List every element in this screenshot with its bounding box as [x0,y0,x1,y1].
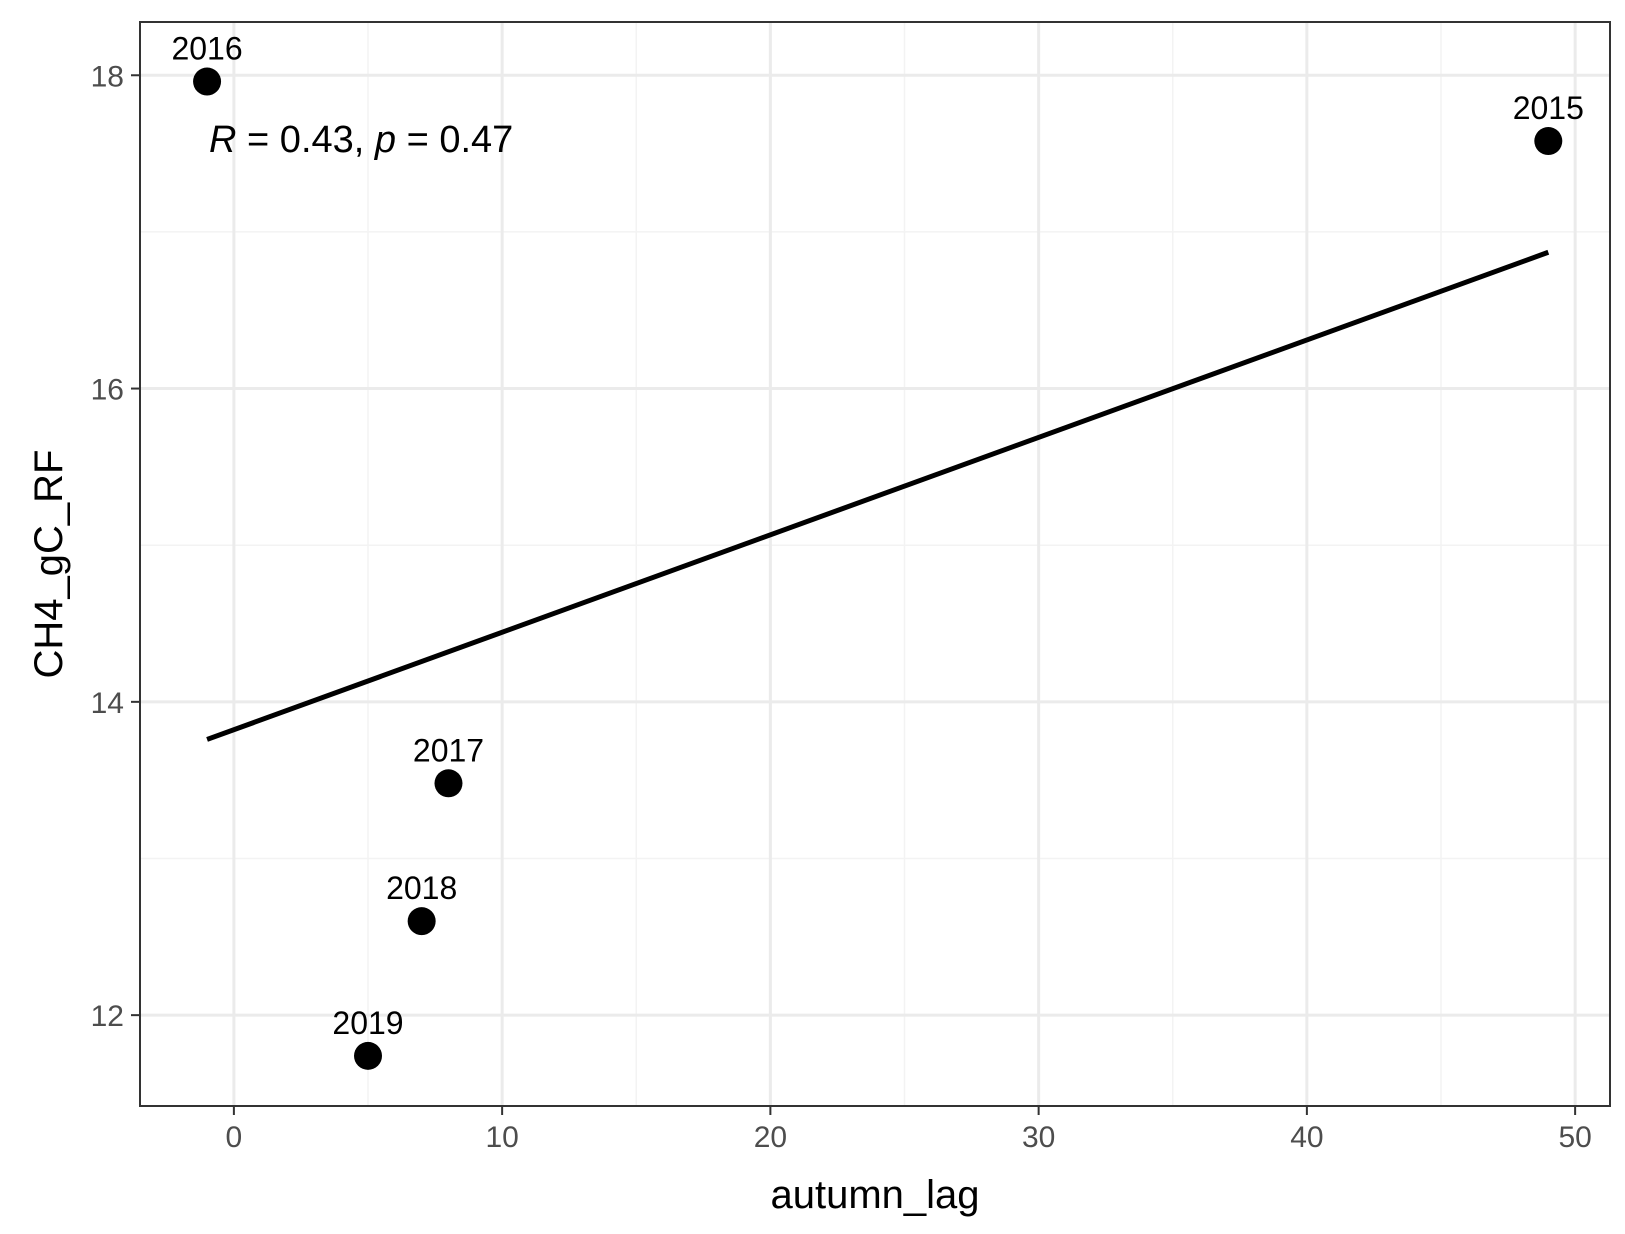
regression-line [206,249,1550,742]
x-tick-label: 10 [485,1121,518,1154]
y-axis-ticks: 12 14 16 18 [91,60,140,1033]
r-symbol: R [209,119,236,161]
x-tick-label: 40 [1290,1121,1323,1154]
point-label: 2018 [386,870,457,906]
fit-line-layer [206,249,1550,742]
y-tick-label: 12 [91,1000,124,1033]
x-axis-ticks: 0 10 20 30 40 50 [226,1106,1592,1154]
data-point [434,769,463,798]
y-tick-label: 14 [91,687,124,720]
y-tick-label: 16 [91,374,124,407]
correlation-annotation: R = 0.43, p = 0.47 [209,119,513,161]
points-layer [193,67,1563,1070]
p-symbol: p [374,119,396,161]
y-axis-title: CH4_gC_RF [27,450,71,679]
point-label: 2019 [332,1005,403,1041]
data-point [407,907,436,936]
point-label: 2017 [413,732,484,768]
point-label: 2016 [171,31,242,67]
data-point [193,67,222,96]
point-label: 2015 [1513,90,1584,126]
data-point [1534,127,1563,156]
x-tick-label: 30 [1022,1121,1055,1154]
panel-border [139,21,1611,1107]
y-tick-label: 18 [91,60,124,93]
x-axis-title: autumn_lag [770,1173,979,1217]
x-tick-label: 50 [1558,1121,1591,1154]
point-labels-layer: 2016 2015 2017 2018 2019 [171,31,1583,1041]
major-gridlines [140,22,1610,1106]
x-tick-label: 0 [226,1121,243,1154]
p-value: = 0.47 [396,119,513,161]
minor-gridlines [140,22,1610,1106]
data-point [354,1041,383,1070]
r-value: = 0.43, [237,119,375,161]
x-tick-label: 20 [754,1121,787,1154]
